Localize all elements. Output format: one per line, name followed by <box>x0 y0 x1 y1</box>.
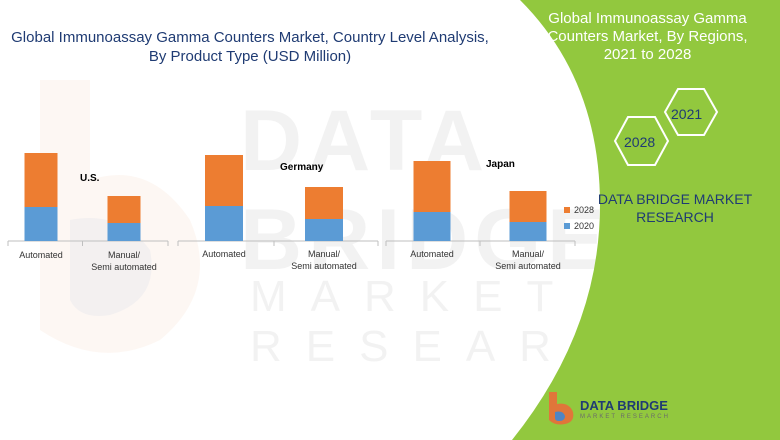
logo-icon <box>549 392 574 425</box>
logo-subtitle: MARKET RESEARCH <box>580 414 670 420</box>
category-label-japan-0: Automated <box>410 249 454 259</box>
country-label-germany: Germany <box>280 162 324 173</box>
bar-u-s-manual-2020 <box>107 223 141 241</box>
bar-germany-automated-2028 <box>205 155 243 206</box>
legend-swatch-2020 <box>564 223 570 229</box>
chart-title: Global Immunoassay Gamma Counters Market… <box>11 29 489 65</box>
legend-label-2028: 2028 <box>574 205 594 215</box>
hexagon-2028-icon <box>613 116 670 166</box>
side-panel-brand: DATA BRIDGE MARKET RESEARCH <box>597 191 753 225</box>
hexagon-label-2028: 2028 <box>624 134 656 150</box>
bar-japan-manual-2028 <box>509 191 547 222</box>
country-label-u-s: U.S. <box>80 173 100 184</box>
bar-u-s-manual-2028 <box>107 196 141 223</box>
hexagon-label-2021: 2021 <box>671 106 703 122</box>
logo-name: DATA BRIDGE <box>580 398 668 413</box>
bar-germany-manual-2028 <box>305 187 343 219</box>
side-panel-title: Global Immunoassay Gamma Counters Market… <box>547 10 748 63</box>
category-label-germany-1: Manual/Semi automated <box>291 249 357 271</box>
bar-japan-automated-2020 <box>413 212 451 241</box>
legend-swatch-2028 <box>564 207 570 213</box>
bar-u-s-automated-2020 <box>24 207 58 241</box>
bar-germany-manual-2020 <box>305 219 343 241</box>
bar-japan-automated-2028 <box>413 161 451 212</box>
bar-u-s-automated-2028 <box>24 153 58 207</box>
category-label-germany-0: Automated <box>202 249 246 259</box>
hexagon-badges <box>613 88 719 166</box>
category-label-u-s-0: Automated <box>19 250 63 260</box>
bar-japan-manual-2020 <box>509 222 547 241</box>
bar-germany-automated-2020 <box>205 206 243 241</box>
country-label-japan: Japan <box>486 159 515 170</box>
hexagon-2021-icon <box>663 88 719 136</box>
category-label-u-s-1: Manual/Semi automated <box>91 250 157 272</box>
legend-label-2020: 2020 <box>574 221 594 231</box>
category-label-japan-1: Manual/Semi automated <box>495 249 561 271</box>
